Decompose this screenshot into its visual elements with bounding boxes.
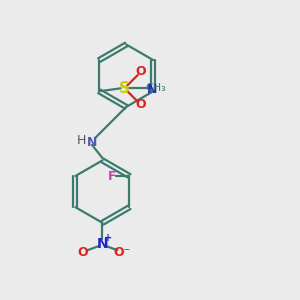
Text: +: + xyxy=(104,233,112,243)
Text: H: H xyxy=(77,134,86,147)
Text: N: N xyxy=(97,237,108,250)
Text: F: F xyxy=(107,169,116,182)
Text: O: O xyxy=(136,65,146,79)
Text: O⁻: O⁻ xyxy=(113,246,130,259)
Text: S: S xyxy=(119,81,130,96)
Text: N: N xyxy=(147,83,157,96)
Text: CH₃: CH₃ xyxy=(145,83,166,93)
Text: O: O xyxy=(136,98,146,111)
Text: O: O xyxy=(78,246,88,259)
Text: N: N xyxy=(87,136,97,149)
